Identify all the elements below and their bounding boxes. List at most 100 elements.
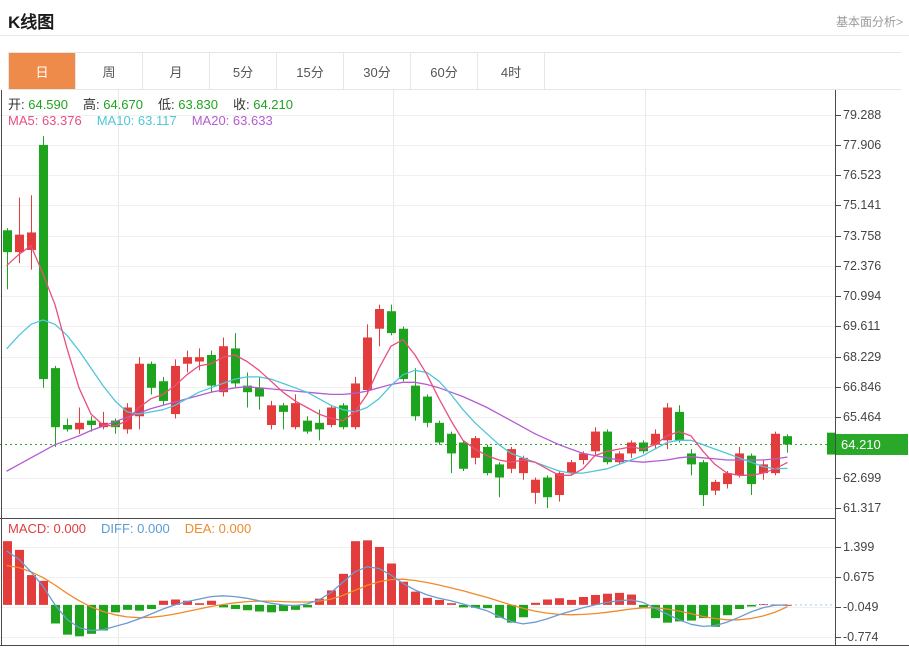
macd-bar bbox=[147, 604, 156, 610]
fundamental-analysis-link[interactable]: 基本面分析> bbox=[835, 15, 903, 29]
macd-bar bbox=[555, 598, 564, 605]
axis-label: 62.699 bbox=[843, 471, 881, 485]
macd-bar bbox=[195, 603, 204, 605]
tab-period-6[interactable]: 60分 bbox=[411, 53, 478, 89]
diff-line bbox=[6, 550, 788, 632]
tab-period-1[interactable]: 周 bbox=[76, 53, 143, 89]
candle-body bbox=[423, 396, 432, 423]
candle-body bbox=[363, 337, 372, 390]
candle-body bbox=[243, 385, 252, 393]
macd-bar bbox=[651, 604, 660, 619]
macd-bar bbox=[27, 575, 36, 605]
tab-period-5[interactable]: 30分 bbox=[344, 53, 411, 89]
macd-bar bbox=[375, 546, 384, 605]
macd-bar bbox=[495, 604, 504, 618]
candle-body bbox=[183, 357, 192, 364]
candle-body bbox=[123, 407, 132, 430]
axis-label: 73.758 bbox=[843, 229, 881, 243]
macd-bar bbox=[39, 580, 48, 605]
candle-body bbox=[687, 453, 696, 465]
macd-bar bbox=[543, 599, 552, 605]
macd-bar bbox=[255, 604, 264, 612]
tab-period-3[interactable]: 5分 bbox=[210, 53, 277, 89]
candle-body bbox=[615, 453, 624, 463]
page-title: K线图 bbox=[8, 13, 55, 32]
tab-period-2[interactable]: 月 bbox=[143, 53, 210, 89]
macd-bar bbox=[591, 594, 600, 605]
candle-body bbox=[771, 433, 780, 474]
macd-bar bbox=[471, 604, 480, 608]
macd-bar bbox=[99, 604, 108, 631]
macd-bar bbox=[615, 592, 624, 605]
macd-bar bbox=[243, 604, 252, 611]
candle-body bbox=[627, 442, 636, 454]
macd-bar bbox=[567, 599, 576, 605]
candle-body bbox=[495, 464, 504, 478]
ma10-line bbox=[6, 319, 788, 474]
candle-body bbox=[231, 348, 240, 384]
candle-body bbox=[279, 405, 288, 412]
candle-body bbox=[171, 365, 180, 415]
candle-body bbox=[147, 363, 156, 388]
candle-body bbox=[759, 464, 768, 474]
macd-bar bbox=[675, 604, 684, 622]
candle-body bbox=[567, 462, 576, 474]
macd-bar bbox=[483, 604, 492, 609]
tab-period-4[interactable]: 15分 bbox=[277, 53, 344, 89]
candle-body bbox=[447, 433, 456, 454]
axis-label: 72.376 bbox=[843, 259, 881, 273]
macd-bar bbox=[279, 604, 288, 612]
candle-body bbox=[219, 346, 228, 393]
candle-body bbox=[591, 431, 600, 452]
candle-body bbox=[507, 449, 516, 469]
macd-bar bbox=[111, 604, 120, 613]
ma5-line bbox=[6, 244, 788, 476]
macd-bar bbox=[327, 590, 336, 605]
macd-bar bbox=[507, 604, 516, 623]
candle-body bbox=[255, 387, 264, 397]
tab-period-7[interactable]: 4时 bbox=[478, 53, 545, 89]
candle-body bbox=[3, 230, 12, 253]
macd-bar bbox=[387, 563, 396, 605]
macd-bar bbox=[735, 604, 744, 610]
candle-body bbox=[711, 481, 720, 491]
candle-body bbox=[111, 420, 120, 428]
candle-body bbox=[63, 425, 72, 430]
macd-bar bbox=[711, 604, 720, 627]
candle-body bbox=[387, 311, 396, 334]
widget-header: K线图 基本面分析> bbox=[0, 0, 909, 36]
macd-bar bbox=[219, 604, 228, 608]
macd-bar bbox=[123, 604, 132, 610]
candle-body bbox=[327, 407, 336, 426]
macd-bar bbox=[87, 604, 96, 634]
candle-body bbox=[291, 403, 300, 428]
candle-body bbox=[411, 385, 420, 417]
macd-bar bbox=[399, 581, 408, 605]
axis-label: -0.049 bbox=[843, 600, 878, 614]
macd-bar bbox=[207, 600, 216, 605]
macd-bar bbox=[723, 604, 732, 616]
candle-body bbox=[399, 328, 408, 380]
macd-bar bbox=[231, 604, 240, 610]
macd-bar bbox=[159, 600, 168, 605]
candle-body bbox=[135, 363, 144, 417]
period-tabbar: 日周月 5分 15分 30分 60分 4时 bbox=[8, 52, 901, 90]
macd-bar bbox=[639, 604, 648, 608]
axis-label: 79.288 bbox=[843, 108, 881, 122]
tab-period-0[interactable]: 日 bbox=[9, 53, 76, 89]
candle-body bbox=[39, 144, 48, 380]
candle-body bbox=[267, 405, 276, 426]
macd-bar bbox=[759, 604, 768, 606]
axis-label: 65.464 bbox=[843, 410, 881, 424]
macd-bar bbox=[363, 540, 372, 605]
axis-label: 0.675 bbox=[843, 570, 874, 584]
candle-body bbox=[579, 453, 588, 461]
current-price-badge-label: 64.210 bbox=[841, 437, 881, 452]
macd-bar bbox=[519, 604, 528, 618]
candle-body bbox=[783, 436, 792, 445]
candle-body bbox=[483, 446, 492, 474]
macd-bar bbox=[171, 599, 180, 605]
macd-bar bbox=[579, 597, 588, 605]
